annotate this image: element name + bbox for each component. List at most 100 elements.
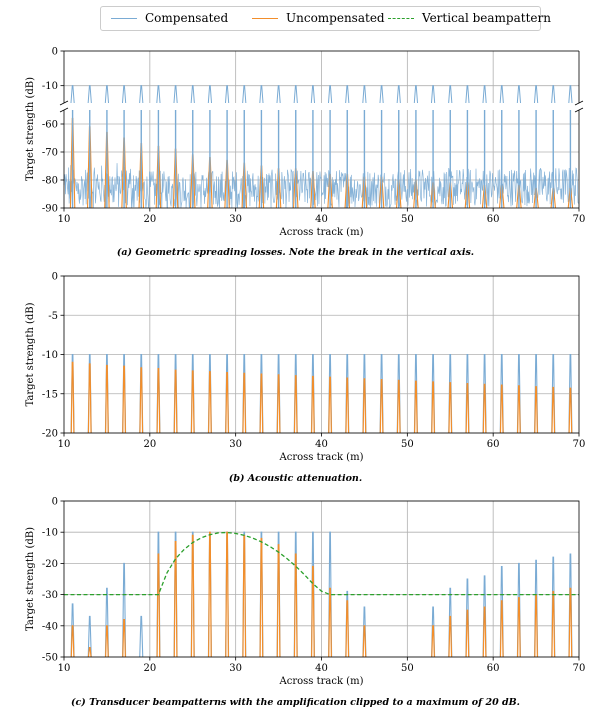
- panel-b-xtick-label-50: 50: [401, 439, 414, 450]
- panel-b-uncompensated-spike: [465, 382, 470, 434]
- panel-c-uncompensated-spike: [242, 534, 247, 658]
- panel-c-compensated-spike: [87, 615, 92, 658]
- panel-c-xtick-label-20: 20: [143, 663, 156, 674]
- panel-c-xtick-label-10: 10: [58, 663, 71, 674]
- panel-b-uncompensated-spike: [345, 377, 350, 434]
- panel-c-uncompensated-spike: [431, 625, 435, 658]
- panel-a-compensated-spike-upper: [139, 85, 144, 104]
- panel-b-uncompensated-spike: [293, 375, 298, 434]
- panel-c-beampattern-line: [64, 531, 579, 596]
- panel-b-ytick-label--5: -5: [48, 311, 58, 322]
- legend-label-compensated: Compensated: [145, 11, 229, 25]
- panel-a-xtick-label-20: 20: [143, 214, 156, 225]
- legend-label-uncompensated: Uncompensated: [286, 11, 385, 25]
- panel-c-uncompensated-spike: [551, 590, 556, 658]
- panel-a-compensated-spike-upper: [499, 85, 504, 104]
- panel-b-uncompensated-spike: [242, 372, 247, 434]
- panel-c-xtick-label-60: 60: [487, 663, 500, 674]
- panel-a-compensated-spike-upper: [224, 85, 230, 104]
- panel-a-compensated-spike-upper: [362, 85, 367, 104]
- panel-a-break-mark: [59, 107, 69, 113]
- panel-c-uncompensated-spike: [70, 625, 75, 658]
- panel-c-uncompensated-spike: [122, 618, 126, 658]
- panel-c-xtick-label-50: 50: [401, 663, 414, 674]
- panel-a-compensated-spike-upper: [327, 85, 333, 104]
- panel-a-compensated-spike-upper: [87, 85, 92, 104]
- panel-b-uncompensated-spike: [311, 375, 315, 434]
- panel-b-xtick-label-10: 10: [58, 439, 71, 450]
- panel-b-uncompensated-spike: [156, 368, 161, 434]
- panel-a-compensated-spike-upper: [430, 85, 436, 104]
- panel-c-ylabel: Target strength (dB): [25, 527, 36, 631]
- panel-b-uncompensated-spike: [362, 378, 367, 434]
- panel-c-uncompensated-spike: [448, 615, 453, 658]
- panel-c-ytick-label--30: -30: [42, 590, 58, 601]
- panel-c-uncompensated-spike: [225, 531, 229, 658]
- panel-b-uncompensated-spike: [414, 380, 418, 434]
- panel-b-uncompensated-spike: [70, 361, 75, 434]
- panel-b-uncompensated-spike: [173, 369, 178, 434]
- panel-a-compensated-spike-upper: [396, 85, 401, 104]
- panel-a-compensated-spike-upper: [345, 85, 350, 104]
- panel-b-xtick-label-40: 40: [315, 439, 328, 450]
- panel-a-lower-ytick-label--70: -70: [42, 148, 58, 159]
- panel-a-compensated-spike-upper: [190, 85, 195, 104]
- panel-a-xtick-label-10: 10: [58, 214, 71, 225]
- panel-a-compensated-spike-upper: [413, 85, 419, 104]
- panel-a-compensated-spike-upper: [516, 85, 522, 104]
- legend-swatch-uncompensated: [252, 18, 278, 19]
- panel-a-break-mark: [59, 100, 69, 106]
- panel-a-break-mark: [574, 100, 584, 106]
- panel-b-uncompensated-spike: [87, 363, 92, 434]
- panel-a-compensated-spike-upper: [293, 85, 298, 104]
- legend-label-vertical-beampattern: Vertical beampattern: [422, 11, 551, 25]
- caption-a: (a) Geometric spreading losses. Note the…: [116, 247, 475, 258]
- panel-c-ytick-label--50: -50: [42, 653, 58, 664]
- panel-c-xtick-label-40: 40: [315, 663, 328, 674]
- panel-c-ytick-label--10: -10: [42, 528, 58, 539]
- panel-c-uncompensated-spike: [105, 625, 109, 658]
- panel-c-uncompensated-spike: [465, 609, 470, 658]
- panel-c-uncompensated-spike: [156, 553, 161, 658]
- panel-b-uncompensated-spike: [122, 365, 126, 434]
- panel-b-ytick-label--20: -20: [42, 429, 58, 440]
- panel-b-uncompensated-spike: [139, 367, 144, 434]
- panel-b-ytick-label--10: -10: [42, 350, 58, 361]
- panel-b-ytick-label-0: 0: [52, 272, 58, 283]
- caption-c: (c) Transducer beampatterns with the amp…: [71, 697, 520, 708]
- panel-a-lower-ytick-label--60: -60: [42, 120, 58, 131]
- panel-c-xtick-label-30: 30: [229, 663, 242, 674]
- panel-c-uncompensated-spike: [482, 606, 487, 658]
- panel-b-uncompensated-spike: [396, 379, 401, 434]
- panel-a-compensated-spike-upper: [104, 85, 110, 104]
- panel-b-uncompensated-spike: [208, 371, 212, 434]
- panel-b-uncompensated-spike: [259, 373, 264, 434]
- panel-b-xtick-label-70: 70: [573, 439, 586, 450]
- panel-a-compensated-spike-upper: [70, 85, 75, 104]
- panel-c-compensated-spike: [104, 587, 109, 658]
- panel-a-xtick-label-50: 50: [401, 214, 414, 225]
- panel-a-compensated-spike-upper: [173, 85, 178, 104]
- panel-c-ytick-label--20: -20: [42, 559, 58, 570]
- panel-c-uncompensated-spike: [208, 531, 212, 658]
- panel-a-compensated-spike-upper: [242, 85, 247, 104]
- panel-a-compensated-spike-upper: [568, 85, 573, 104]
- panel-a-xtick-label-40: 40: [315, 214, 328, 225]
- panel-a-compensated-spike-upper: [207, 85, 213, 104]
- panel-a-lower-ytick-label--80: -80: [42, 176, 58, 187]
- caption-b: (b) Acoustic attenuation.: [228, 473, 363, 484]
- panel-a-compensated-spike-upper: [465, 85, 470, 104]
- panel-c-uncompensated-spike: [362, 625, 367, 658]
- panel-b-ylabel: Target strength (dB): [25, 302, 36, 406]
- panel-b-uncompensated-spike: [517, 385, 521, 434]
- panel-b-uncompensated-spike: [568, 387, 573, 434]
- panel-c-xtick-label-70: 70: [573, 663, 586, 674]
- panel-b-uncompensated-spike: [551, 386, 556, 434]
- panel-a-upper-ytick-label--10: -10: [42, 81, 58, 92]
- panel-c-uncompensated-spike: [311, 565, 315, 658]
- panel-a-xtick-label-60: 60: [487, 214, 500, 225]
- panel-a-compensated-spike-upper: [276, 85, 281, 104]
- panel-b-uncompensated-spike: [276, 374, 281, 434]
- legend-swatch-compensated: [111, 18, 137, 19]
